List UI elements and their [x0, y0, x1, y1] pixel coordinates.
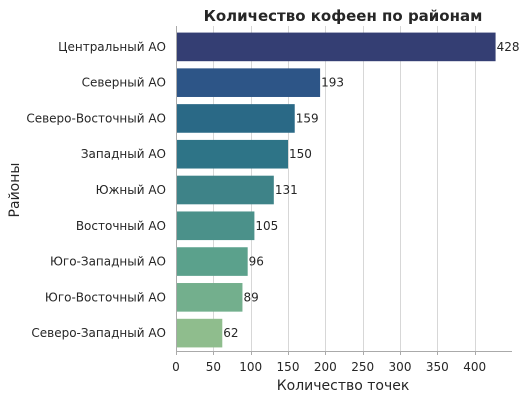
bar: [177, 247, 248, 276]
x-tick-label: 200: [314, 360, 337, 374]
x-tick-label: 250: [351, 360, 374, 374]
bar-value-label: 428: [497, 40, 520, 54]
chart-title: Количество кофеен по районам: [204, 7, 483, 25]
bar: [177, 68, 321, 97]
y-tick-label: Юго-Восточный АО: [45, 290, 166, 304]
bar-value-label: 193: [321, 76, 344, 90]
bar: [177, 139, 288, 169]
bar: [177, 318, 223, 348]
y-tick-label: Северо-Восточный АО: [26, 111, 166, 125]
x-tick-label: 100: [239, 360, 262, 374]
y-tick-label: Южный АО: [96, 183, 166, 197]
bar-value-label: 159: [296, 111, 319, 125]
y-tick-label: Западный АО: [81, 147, 166, 161]
x-tick-label: 300: [389, 360, 412, 374]
bar-value-label: 105: [255, 219, 278, 233]
bar: [177, 175, 274, 205]
bar-value-label: 96: [249, 255, 264, 269]
x-tick-label: 150: [277, 360, 300, 374]
y-tick-label: Центральный АО: [58, 40, 166, 54]
y-tick-label: Юго-Западный АО: [50, 255, 166, 269]
y-tick-label: Восточный АО: [76, 219, 166, 233]
bars: [177, 32, 496, 348]
bar-value-label: 62: [223, 326, 238, 340]
bar-value-label: 131: [275, 183, 298, 197]
x-tick-label: 350: [426, 360, 449, 374]
bar-value-label: 89: [243, 290, 258, 304]
x-tick-label: 50: [206, 360, 221, 374]
axes: [176, 26, 512, 352]
bar-value-label: 150: [289, 147, 312, 161]
bar: [177, 283, 243, 312]
y-tick-label: Северо-Западный АО: [31, 326, 166, 340]
bar: [177, 104, 295, 133]
labels: 0 50 100 150 200 250 300 350 400 Центральный АО 42…: [26, 40, 519, 374]
x-tick-label: 400: [463, 360, 486, 374]
y-axis-title: Районы: [7, 163, 23, 218]
x-tick-label: 0: [172, 360, 180, 374]
x-axis-title: Количество точек: [277, 378, 410, 394]
bar: [177, 32, 496, 62]
bar: [177, 211, 255, 241]
y-tick-label: Северный АО: [82, 76, 166, 90]
